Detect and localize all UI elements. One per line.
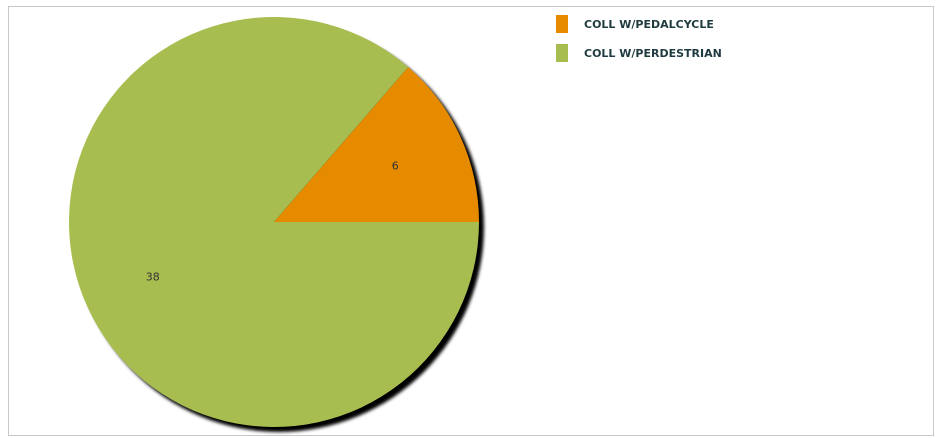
legend-swatch xyxy=(556,15,568,33)
legend: COLL W/PEDALCYCLE COLL W/PERDESTRIAN xyxy=(556,15,722,73)
slice-value-label-1: 38 xyxy=(146,270,160,283)
slice-value-label-0: 6 xyxy=(392,160,399,173)
pie-slice-0 xyxy=(274,67,479,222)
pie-slice-1 xyxy=(68,16,479,428)
legend-item-pedalcycle: COLL W/PEDALCYCLE xyxy=(556,15,722,33)
legend-item-pedestrian: COLL W/PERDESTRIAN xyxy=(556,44,722,62)
labels-layer: 6 38 xyxy=(146,160,399,284)
slices-layer xyxy=(68,16,479,428)
legend-label: COLL W/PEDALCYCLE xyxy=(584,17,714,31)
legend-label: COLL W/PERDESTRIAN xyxy=(584,46,722,60)
legend-swatch xyxy=(556,44,568,62)
